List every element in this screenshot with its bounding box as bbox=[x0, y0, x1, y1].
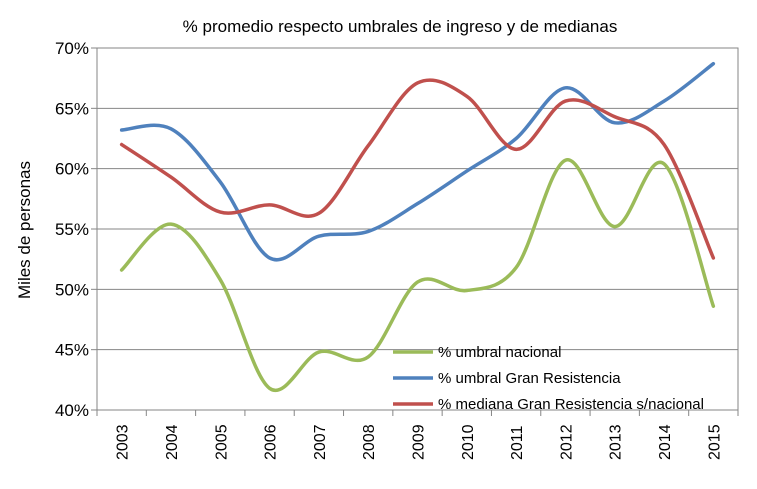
x-tick-label: 2003 bbox=[115, 424, 132, 460]
series-line-1 bbox=[119, 158, 716, 393]
x-tick-label: 2008 bbox=[361, 424, 378, 460]
legend-label: % mediana Gran Resistencia s/nacional bbox=[438, 396, 704, 413]
legend: % umbral nacional % umbral Gran Resistenc… bbox=[393, 344, 704, 413]
gridlines bbox=[97, 107, 738, 351]
x-tick-label: 2010 bbox=[460, 424, 477, 460]
x-tick-label: 2013 bbox=[608, 424, 625, 460]
x-tick-label: 2011 bbox=[509, 425, 526, 460]
legend-label: % umbral Gran Resistencia bbox=[438, 370, 621, 387]
y-tick-label: 70% bbox=[55, 39, 89, 58]
y-tick-label: 40% bbox=[55, 401, 89, 420]
y-axis-ticks: 40% 45% 50% 55% 60% 65% 70% bbox=[55, 39, 97, 420]
legend-label: % umbral nacional bbox=[438, 344, 561, 361]
x-tick-label: 2007 bbox=[312, 424, 329, 460]
x-tick-label: 2012 bbox=[558, 424, 575, 460]
x-tick-label: 2015 bbox=[706, 424, 723, 460]
x-axis-ticks: 2003 2004 2005 2006 2007 2008 2009 2010 2011 2012… bbox=[96, 410, 739, 460]
y-axis-label: Miles de personas bbox=[15, 161, 34, 299]
y-tick-label: 60% bbox=[55, 160, 89, 179]
series-lines bbox=[119, 61, 716, 393]
y-tick-label: 65% bbox=[55, 99, 89, 118]
series-line-2 bbox=[119, 61, 716, 262]
series-line-3 bbox=[119, 78, 716, 260]
y-tick-label: 55% bbox=[55, 220, 89, 239]
y-tick-label: 50% bbox=[55, 280, 89, 299]
chart-title: % promedio respecto umbrales de ingreso … bbox=[183, 17, 618, 36]
x-tick-label: 2009 bbox=[411, 424, 428, 460]
x-tick-label: 2014 bbox=[657, 424, 674, 460]
y-tick-label: 45% bbox=[55, 341, 89, 360]
x-tick-label: 2004 bbox=[164, 424, 181, 460]
x-tick-label: 2006 bbox=[263, 424, 280, 460]
x-tick-label: 2005 bbox=[213, 424, 230, 460]
